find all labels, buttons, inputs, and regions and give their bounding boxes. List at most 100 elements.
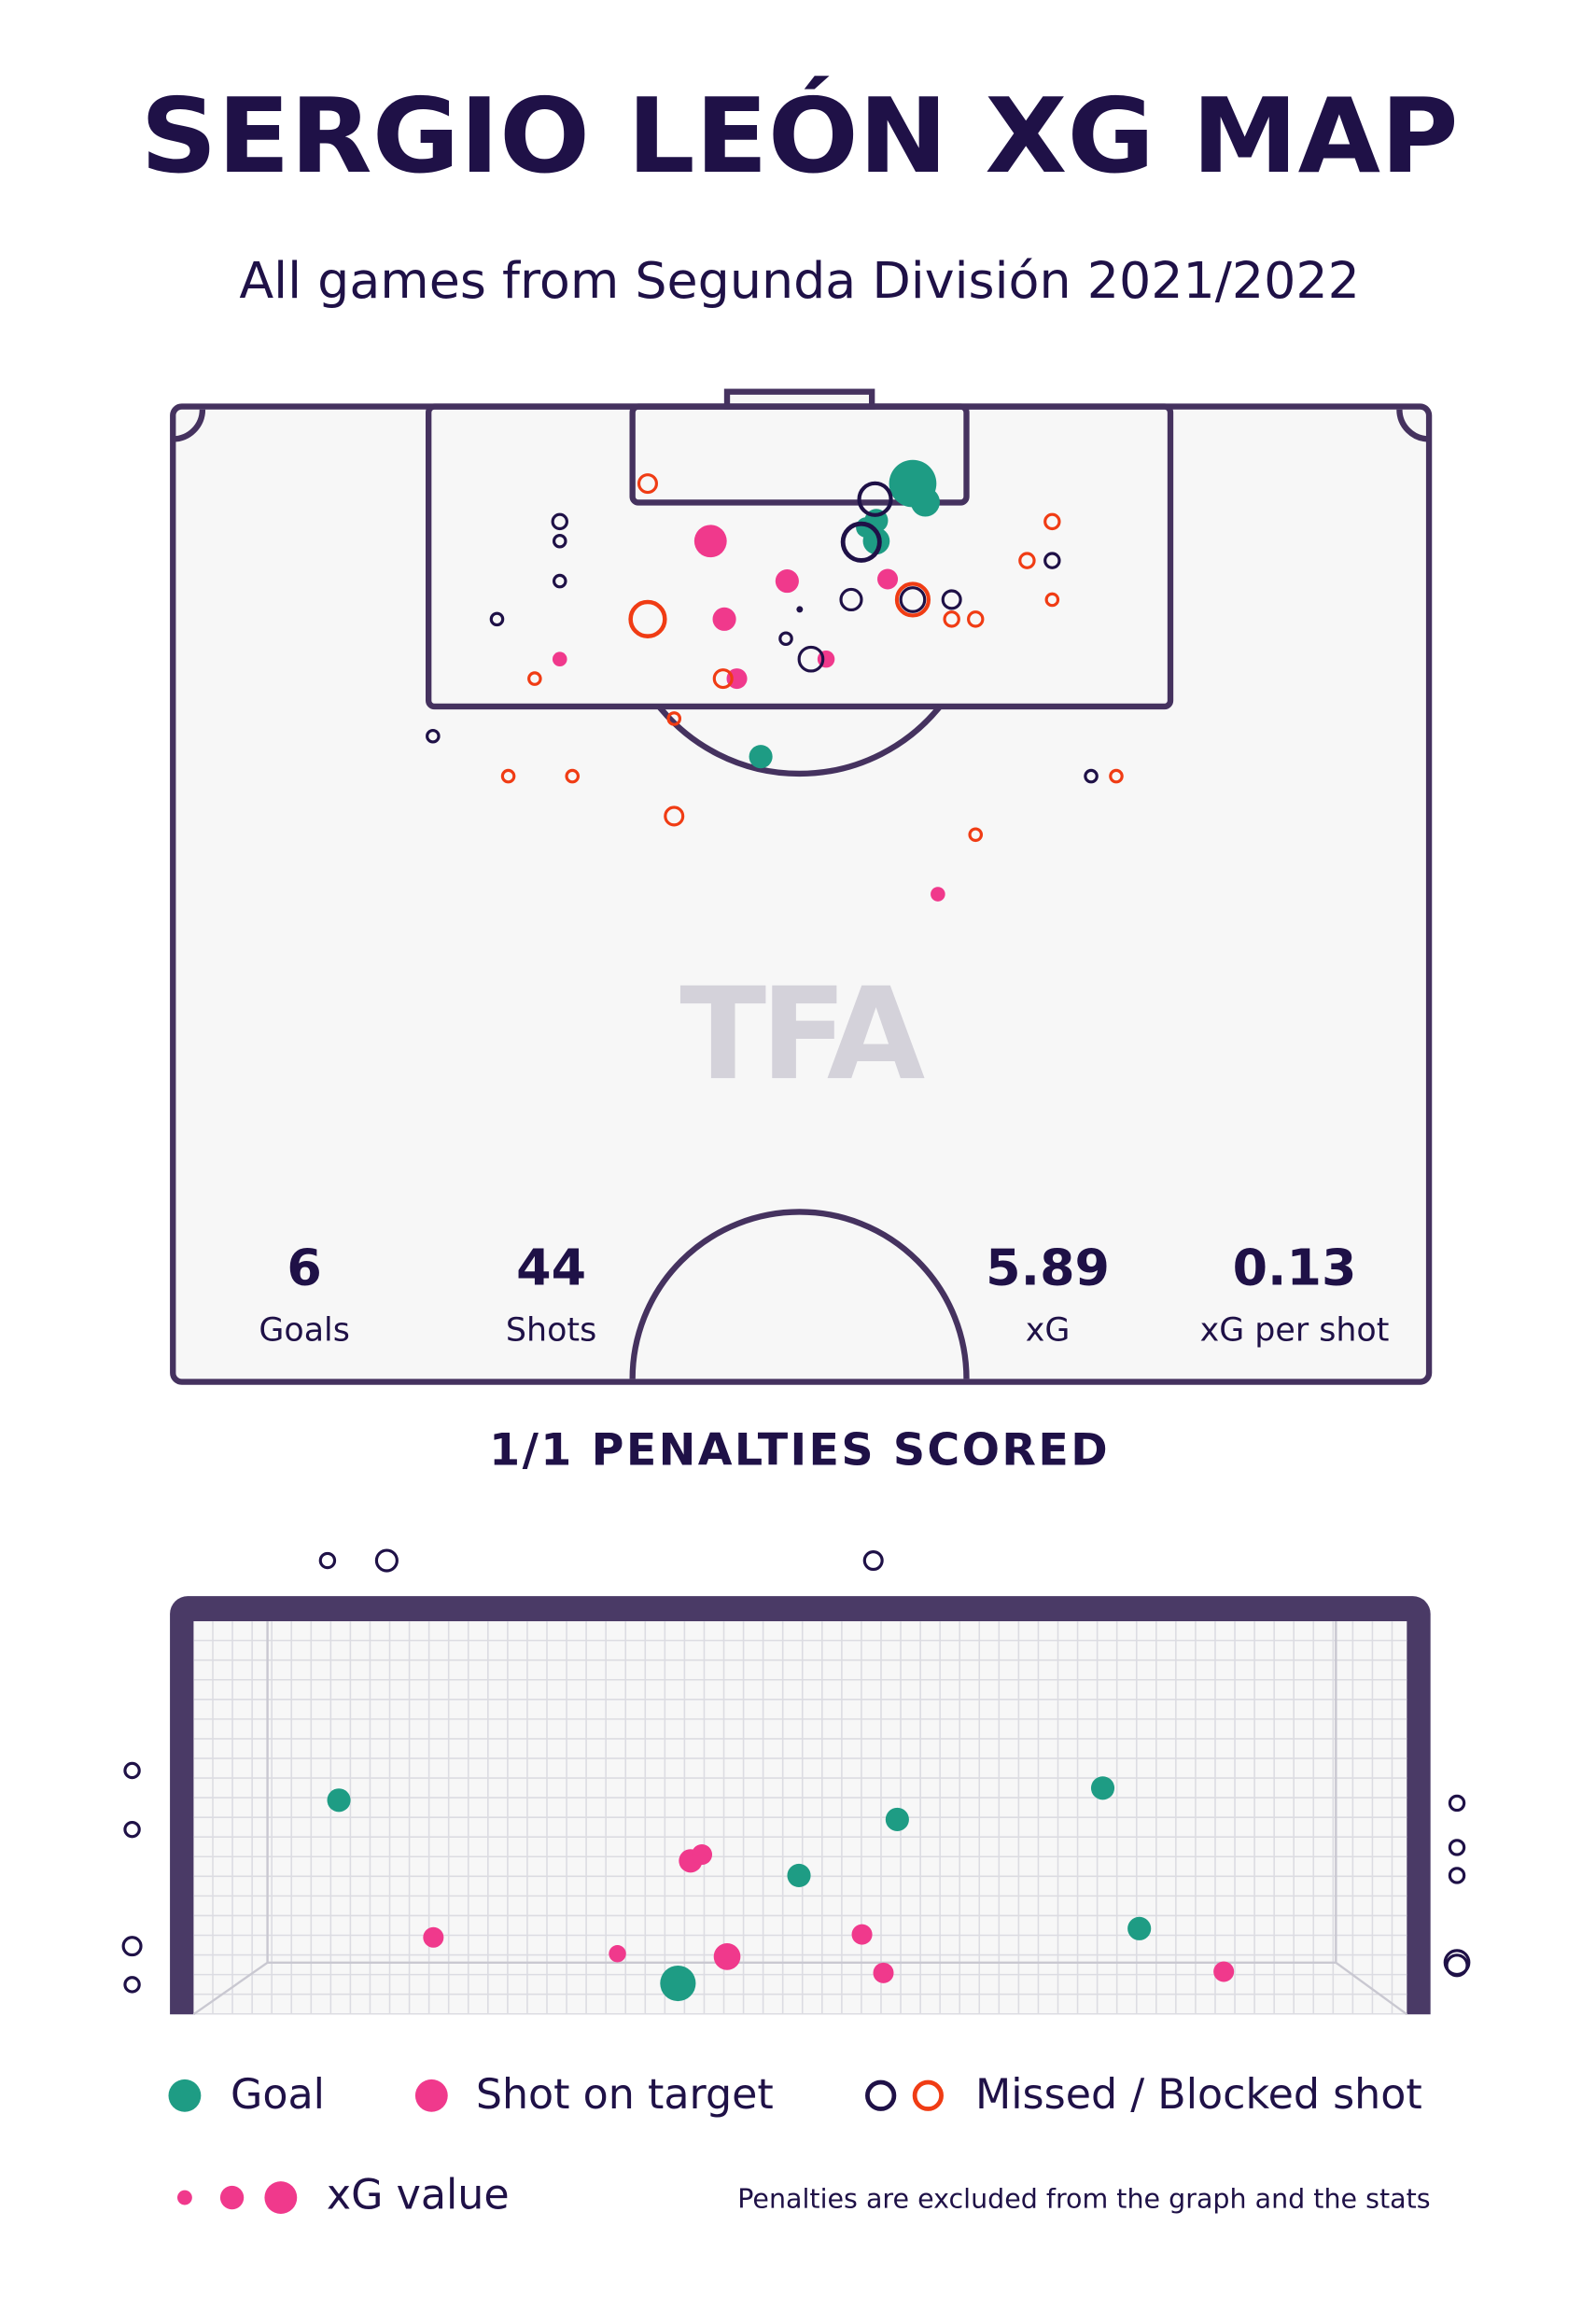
- net-perspective: [192, 1621, 1408, 2016]
- legend-label: Goal: [231, 2071, 325, 2119]
- shot-point: [552, 533, 567, 549]
- shot-point: [327, 1788, 351, 1813]
- shot-point: [1043, 552, 1061, 569]
- shot-point: [1213, 1961, 1235, 1982]
- shot-point: [749, 745, 773, 769]
- corner-arc: [173, 409, 206, 442]
- shot-point: [796, 606, 804, 613]
- pitch-outline: [170, 403, 1433, 1385]
- shot-point: [693, 525, 727, 558]
- shot-point: [565, 768, 581, 784]
- shot-point: [910, 487, 940, 517]
- shot-point: [426, 728, 441, 744]
- shot-point: [873, 1962, 894, 1983]
- legend-size-swatch: [219, 2185, 245, 2210]
- shot-point: [500, 768, 516, 784]
- goal-map: [121, 1548, 1471, 2002]
- legend-swatch: [414, 2079, 448, 2112]
- corner-arc: [1396, 409, 1430, 442]
- shot-point: [943, 610, 960, 628]
- shot-point: [1043, 512, 1061, 531]
- shot-point: [664, 805, 685, 827]
- stat-label: xG per shot: [1200, 1312, 1390, 1350]
- legend-swatch: [865, 2079, 897, 2111]
- stat-value: 6: [287, 1238, 321, 1296]
- shot-point: [778, 631, 793, 647]
- shot-point: [1084, 768, 1099, 784]
- subtitle: All games from Segunda División 2021/202…: [239, 251, 1360, 310]
- goal-frame: [170, 1596, 1431, 2016]
- shot-point: [628, 599, 667, 638]
- pitch: [170, 388, 1433, 1385]
- legend-label: Missed / Blocked shot: [975, 2071, 1422, 2119]
- shot-point: [1044, 592, 1060, 608]
- stat-label: xG: [1026, 1312, 1071, 1350]
- shot-point: [692, 1844, 713, 1866]
- legend-size-swatch: [177, 2190, 192, 2205]
- shot-point: [1090, 1776, 1115, 1800]
- penalty-arc: [656, 704, 943, 777]
- six-yard-box: [629, 403, 970, 506]
- legend-swatch: [168, 2079, 202, 2112]
- shot-point: [968, 827, 984, 843]
- shot-point: [885, 1807, 909, 1831]
- shot-point: [1448, 1867, 1466, 1884]
- shot-point: [877, 568, 899, 590]
- shot-point: [840, 521, 882, 563]
- shot-point: [1018, 552, 1036, 569]
- net-back: [266, 1621, 1337, 1963]
- shot-point: [775, 569, 799, 594]
- watermark: TFA: [679, 961, 925, 1109]
- shot-point: [666, 711, 682, 726]
- shot-map: [426, 459, 1124, 902]
- shot-point: [123, 1976, 141, 1994]
- legend-label: xG value: [327, 2172, 510, 2219]
- shot-point: [1127, 1916, 1152, 1940]
- legend-swatch: [912, 2079, 944, 2111]
- net-grid: [193, 1621, 1407, 2015]
- net-floor: [192, 1961, 1408, 2016]
- shot-point: [967, 610, 985, 628]
- shot-point: [899, 586, 927, 613]
- shot-point: [931, 887, 945, 902]
- shot-point: [121, 1936, 143, 1957]
- shot-point: [797, 645, 825, 673]
- shot-point: [712, 607, 736, 631]
- shot-point: [787, 1863, 811, 1888]
- shot-point: [851, 1924, 873, 1945]
- shot-point: [123, 1761, 141, 1780]
- center-circle: [629, 1209, 970, 1379]
- stat-value: 44: [516, 1238, 586, 1296]
- shot-point: [423, 1926, 444, 1948]
- shot-point: [894, 581, 931, 618]
- shot-point: [637, 473, 658, 495]
- shot-point: [712, 668, 734, 690]
- shot-point: [552, 651, 567, 666]
- shot-point: [713, 1943, 741, 1970]
- stat-value: 0.13: [1233, 1238, 1357, 1296]
- shot-point: [1448, 1839, 1466, 1856]
- shot-point: [489, 611, 505, 627]
- legend: Goal Shot on target Missed / Blocked shot x…: [168, 2071, 1431, 2219]
- shot-point: [527, 671, 542, 686]
- shot-point: [609, 1945, 626, 1963]
- shot-point: [318, 1551, 337, 1570]
- stats: 6 Goals 44 Shots 5.89 xG 0.13 xG per shot: [259, 1238, 1389, 1349]
- legend-label: Shot on target: [476, 2071, 774, 2119]
- shot-point: [941, 589, 962, 610]
- shot-point: [660, 1965, 696, 2002]
- penalties-heading: 1/1 PENALTIES SCORED: [489, 1425, 1110, 1477]
- shot-point: [374, 1548, 399, 1573]
- title: SERGIO LEÓN XG MAP: [140, 77, 1458, 197]
- legend-size-swatch: [264, 2181, 298, 2214]
- shot-point: [123, 1820, 141, 1839]
- shot-point: [1448, 1794, 1466, 1813]
- stat-label: Shots: [506, 1312, 596, 1350]
- shot-point: [839, 587, 863, 612]
- shot-point: [1445, 1953, 1469, 1978]
- shot-point: [857, 481, 893, 517]
- stat-value: 5.89: [986, 1238, 1110, 1296]
- shot-point: [1109, 768, 1124, 784]
